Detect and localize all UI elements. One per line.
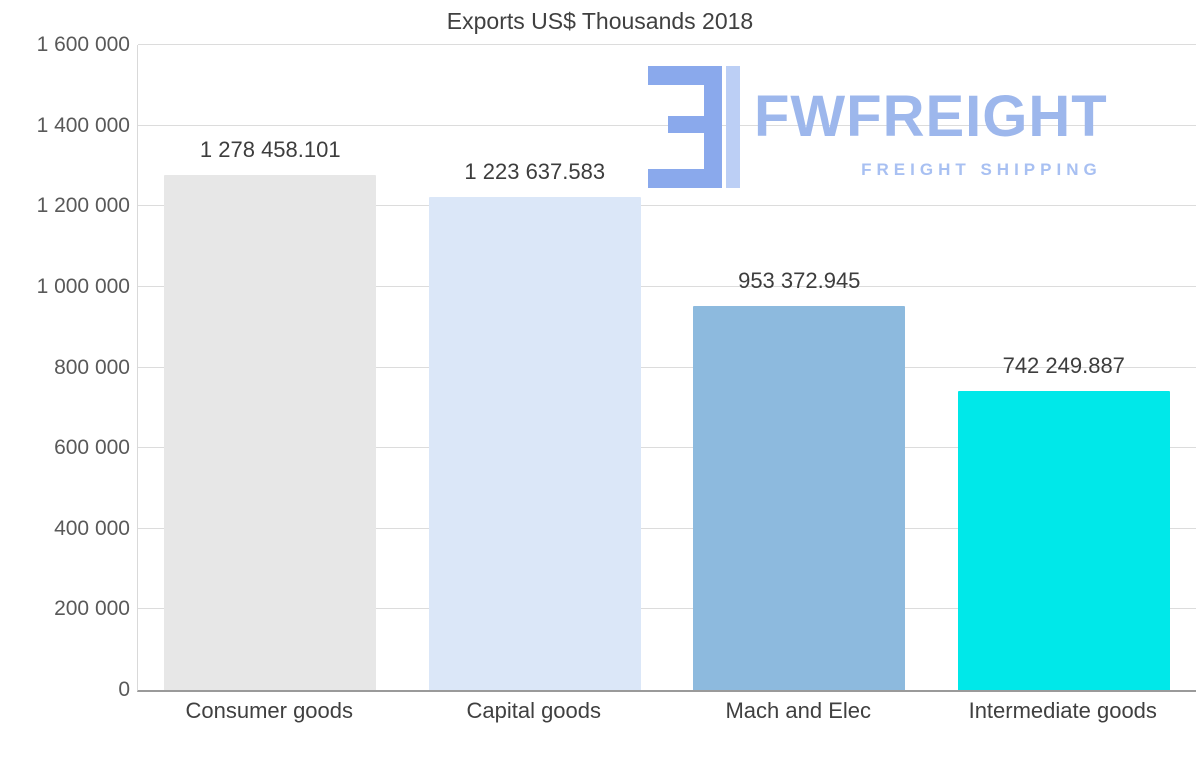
bar-consumer-goods	[164, 174, 377, 690]
x-axis: Consumer goods Capital goods Mach and Elec…	[137, 698, 1195, 724]
y-axis-tick-label: 800 000	[54, 355, 130, 379]
y-axis-tick-label: 1 200 000	[36, 194, 130, 218]
x-axis-label: Intermediate goods	[968, 698, 1157, 723]
bar-capital-goods	[428, 196, 641, 690]
x-axis-label: Consumer goods	[185, 698, 354, 723]
y-axis-tick-label: 1 600 000	[36, 33, 130, 56]
gridline	[138, 608, 1196, 610]
gridline	[138, 124, 1196, 126]
gridline	[138, 447, 1196, 449]
y-axis-tick-label: 200 000	[54, 597, 130, 621]
y-axis-tick-label: 1 400 000	[36, 113, 130, 137]
gridline	[138, 366, 1196, 368]
bar-value-label: 953 372.945	[738, 267, 861, 293]
y-axis-tick-label: 0	[118, 678, 130, 701]
y-axis: 0 200 000 400 000 600 000 800 000 1 000 000 1 …	[0, 33, 130, 701]
bar-value-label: 1 278 458.101	[199, 136, 341, 162]
y-axis-tick-label: 600 000	[54, 436, 130, 460]
bar-value-label: 1 223 637.583	[464, 158, 606, 184]
chart-title: Exports US$ Thousands 2018	[446, 8, 754, 34]
x-axis-label: Capital goods	[466, 698, 602, 723]
y-axis-tick-label: 400 000	[54, 516, 130, 540]
bar-intermediate-goods	[957, 390, 1170, 690]
gridline	[138, 527, 1196, 529]
x-axis-label: Mach and Elec	[725, 698, 872, 723]
gridline	[138, 285, 1196, 287]
bar-mach-and-elec	[693, 305, 906, 690]
gridline	[138, 44, 1196, 45]
bar-value-label: 742 249.887	[1002, 352, 1125, 378]
plot-area: 1 278 458.101 1 223 637.583 953 372.945 742…	[137, 44, 1196, 692]
y-axis-tick-label: 1 000 000	[36, 274, 130, 298]
gridline	[138, 205, 1196, 207]
